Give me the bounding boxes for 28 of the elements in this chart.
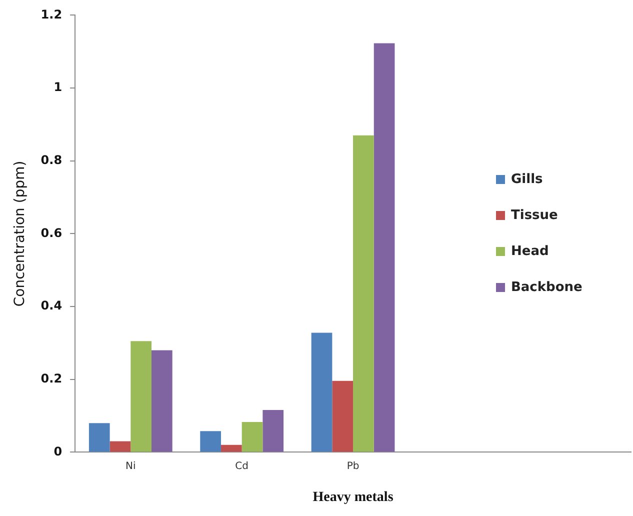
x-tick-label: Cd [235,460,249,472]
bar [200,431,221,452]
y-tick-label: 0.4 [40,298,62,313]
legend-label: Backbone [511,280,582,296]
bar [374,43,395,452]
y-tick-label: 1.2 [40,7,62,22]
bar [353,135,374,452]
x-tick-label: Pb [346,460,360,472]
x-tick-label: Ni [126,460,136,472]
bar [332,380,354,452]
legend-label: Gills [511,172,543,188]
y-tick-label: 0.2 [40,371,62,386]
bar [311,332,332,452]
bar [152,350,172,452]
y-tick-label: 0 [54,444,62,458]
bar [130,341,152,452]
x-axis-title: Heavy metals [312,490,394,506]
y-tick-label: 1 [54,80,62,94]
bar [110,441,131,452]
bar [242,422,263,452]
bar [262,410,284,452]
bar [220,444,242,452]
bar [88,423,110,452]
y-tick-label: 0.8 [40,152,62,167]
y-tick-label: 0.6 [40,226,62,240]
y-axis-title: Concentration (ppm) [12,160,28,307]
legend-label: Tissue [511,208,558,224]
legend-label: Head [511,244,549,260]
